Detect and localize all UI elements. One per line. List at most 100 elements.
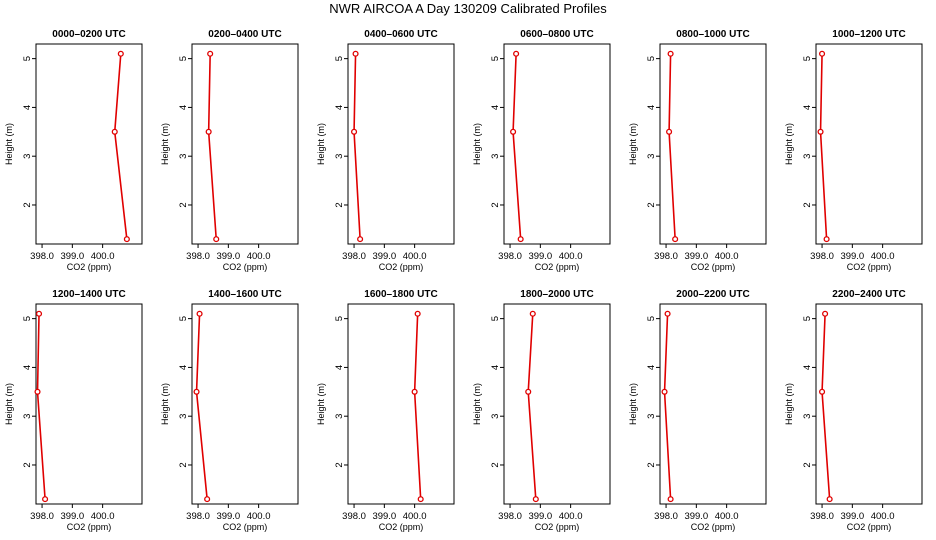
data-point [213, 236, 220, 243]
panel-title: 0000–0200 UTC [52, 29, 125, 40]
data-point [123, 236, 130, 243]
x-tick-label: 399.0 [528, 251, 552, 262]
panel-title: 0600–0800 UTC [520, 29, 593, 40]
x-tick-label: 400.0 [91, 251, 115, 262]
y-tick-label: 3 [646, 414, 657, 419]
y-tick-label: 2 [334, 202, 345, 207]
panel-6: 1000–1200 UTC 398.0 399.0 400.0 2 3 4 5 CO2 (ppm… [784, 29, 923, 272]
y-tick-label: 4 [646, 365, 657, 370]
series-line [821, 313, 831, 500]
data-point [357, 236, 364, 243]
x-tick-label: 398.0 [498, 511, 522, 522]
series-line [113, 53, 128, 240]
y-tick-label: 2 [22, 202, 33, 207]
y-tick-label: 4 [22, 105, 33, 110]
panel-7: 1200–1400 UTC 398.0 399.0 400.0 2 3 4 5 CO2 (ppm… [4, 289, 143, 532]
panel-title: 2200–2400 UTC [832, 289, 905, 300]
data-point [193, 388, 200, 395]
plot-frame [815, 303, 923, 505]
panel-5: 0800–1000 UTC 398.0 399.0 400.0 2 3 4 5 CO2 (ppm… [628, 29, 767, 272]
data-point [819, 50, 826, 57]
x-tick-label: 400.0 [559, 251, 583, 262]
data-point [529, 310, 536, 317]
data-point [666, 128, 673, 135]
y-tick-label: 5 [334, 316, 345, 321]
plot-frame [659, 43, 767, 245]
x-tick-label: 399.0 [840, 251, 864, 262]
plot-frame [35, 303, 143, 505]
series-line [353, 53, 361, 240]
panel-title: 1800–2000 UTC [520, 289, 593, 300]
series-line [527, 313, 537, 500]
series-line [207, 53, 218, 240]
panel-12: 2200–2400 UTC 398.0 399.0 400.0 2 3 4 5 CO2 (ppm… [784, 289, 923, 532]
data-point [411, 388, 418, 395]
plot-frame [659, 303, 767, 505]
y-axis-label: Height (m) [784, 123, 794, 165]
y-tick-label: 3 [178, 414, 189, 419]
panel-8: 1400–1600 UTC 398.0 399.0 400.0 2 3 4 5 CO2 (ppm… [160, 289, 299, 532]
panel-title: 0400–0600 UTC [364, 29, 437, 40]
x-tick-label: 399.0 [840, 511, 864, 522]
y-tick-label: 4 [490, 365, 501, 370]
x-tick-label: 399.0 [216, 251, 240, 262]
data-point [351, 128, 358, 135]
y-axis-label: Height (m) [784, 383, 794, 425]
y-axis-label: Height (m) [4, 123, 14, 165]
x-tick-label: 400.0 [403, 511, 427, 522]
y-axis-label: Height (m) [316, 123, 326, 165]
plot-frame [191, 43, 299, 245]
y-tick-label: 2 [334, 462, 345, 467]
series-line [195, 313, 208, 500]
y-tick-label: 5 [334, 56, 345, 61]
x-tick-label: 400.0 [715, 511, 739, 522]
y-tick-label: 3 [334, 154, 345, 159]
x-tick-label: 398.0 [30, 511, 54, 522]
y-axis-label: Height (m) [160, 123, 170, 165]
x-axis-label: CO2 (ppm) [847, 522, 892, 532]
x-tick-label: 400.0 [871, 511, 895, 522]
plot-frame [35, 43, 143, 245]
y-tick-label: 2 [646, 202, 657, 207]
series-line [663, 313, 672, 500]
panel-title: 1400–1600 UTC [208, 289, 281, 300]
panel-2: 0200–0400 UTC 398.0 399.0 400.0 2 3 4 5 CO2 (ppm… [160, 29, 299, 272]
panel-10: 1800–2000 UTC 398.0 399.0 400.0 2 3 4 5 CO2 (ppm… [472, 289, 611, 532]
x-tick-label: 398.0 [186, 511, 210, 522]
x-tick-label: 398.0 [810, 251, 834, 262]
panel-title: 1000–1200 UTC [832, 29, 905, 40]
data-point [117, 50, 124, 57]
data-point [513, 50, 520, 57]
data-point [823, 236, 830, 243]
panel-4: 0600–0800 UTC 398.0 399.0 400.0 2 3 4 5 CO2 (ppm… [472, 29, 611, 272]
y-tick-label: 3 [178, 154, 189, 159]
data-point [42, 496, 49, 503]
data-point [667, 496, 674, 503]
x-axis-label: CO2 (ppm) [223, 262, 268, 272]
series-line [668, 53, 676, 240]
y-axis-label: Height (m) [628, 383, 638, 425]
y-axis-label: Height (m) [4, 383, 14, 425]
x-axis-label: CO2 (ppm) [535, 522, 580, 532]
data-point [414, 310, 421, 317]
x-tick-label: 398.0 [342, 251, 366, 262]
series-line [413, 313, 422, 500]
plot-frame [347, 43, 455, 245]
panel-9: 1600–1800 UTC 398.0 399.0 400.0 2 3 4 5 CO2 (ppm… [316, 289, 455, 532]
x-axis-label: CO2 (ppm) [379, 522, 424, 532]
x-axis-label: CO2 (ppm) [691, 522, 736, 532]
panel-title: 1200–1400 UTC [52, 289, 125, 300]
x-tick-label: 399.0 [372, 251, 396, 262]
panel-title: 0800–1000 UTC [676, 29, 749, 40]
y-tick-label: 2 [22, 462, 33, 467]
panel-1: 0000–0200 UTC 398.0 399.0 400.0 2 3 4 5 CO2 (ppm… [4, 29, 143, 272]
x-tick-label: 398.0 [654, 251, 678, 262]
y-tick-label: 3 [802, 414, 813, 419]
y-tick-label: 4 [646, 105, 657, 110]
y-tick-label: 3 [802, 154, 813, 159]
x-axis-label: CO2 (ppm) [847, 262, 892, 272]
x-tick-label: 398.0 [342, 511, 366, 522]
x-tick-label: 398.0 [810, 511, 834, 522]
y-tick-label: 4 [334, 105, 345, 110]
data-point [111, 128, 118, 135]
